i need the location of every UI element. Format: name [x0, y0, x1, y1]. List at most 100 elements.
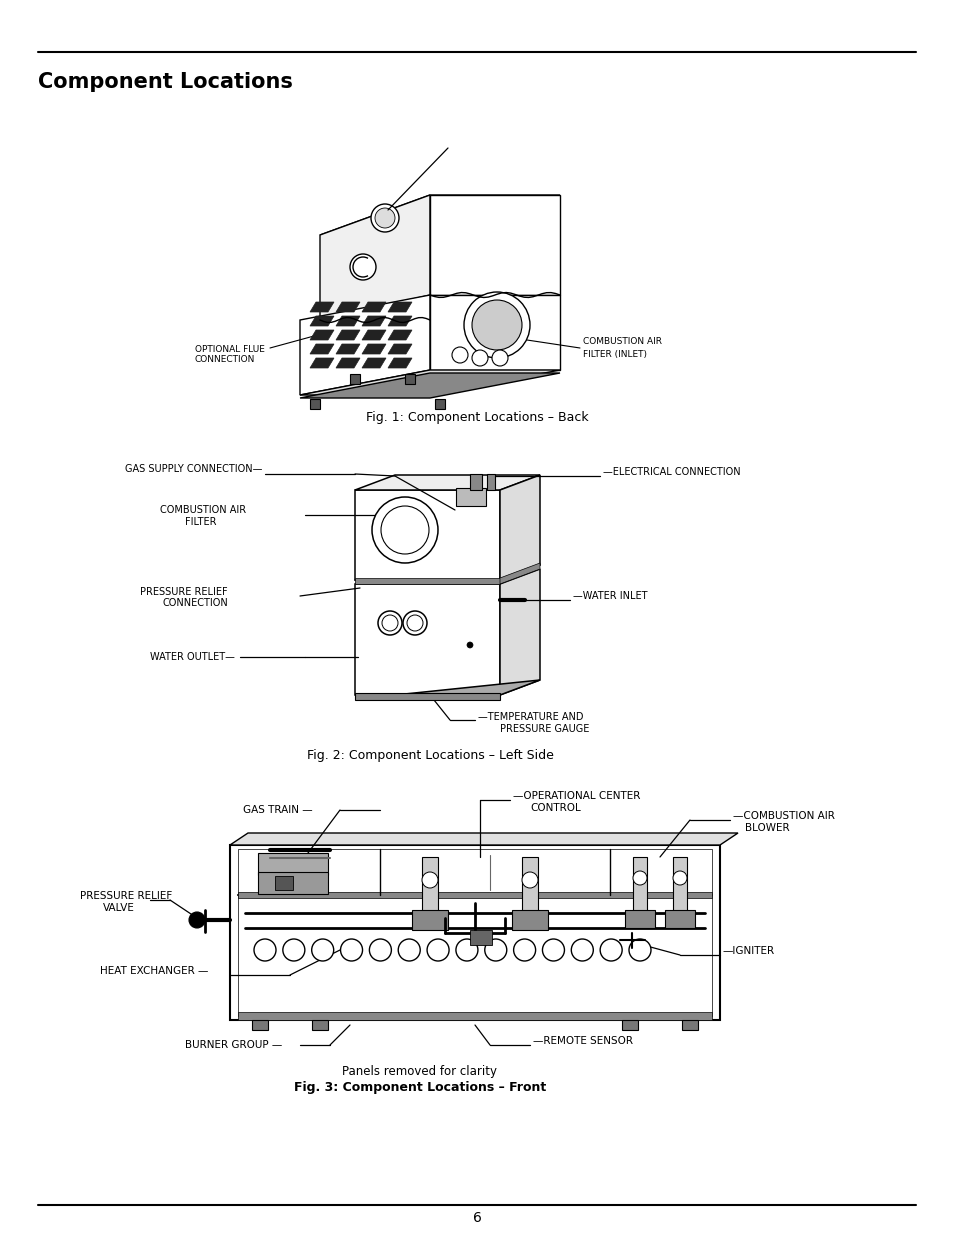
Circle shape — [521, 872, 537, 888]
Bar — [310, 399, 319, 409]
Polygon shape — [299, 295, 430, 395]
Bar — [257, 853, 328, 876]
Polygon shape — [388, 345, 412, 354]
Polygon shape — [355, 584, 499, 695]
Bar — [681, 1020, 698, 1030]
Polygon shape — [310, 330, 334, 340]
Text: PRESSURE RELIEF: PRESSURE RELIEF — [140, 587, 228, 597]
Circle shape — [599, 939, 621, 961]
Bar — [435, 399, 444, 409]
Circle shape — [381, 615, 397, 631]
Bar — [355, 693, 499, 700]
Text: VALVE: VALVE — [103, 903, 134, 913]
Bar — [672, 857, 686, 911]
Circle shape — [312, 939, 334, 961]
Bar — [621, 1020, 638, 1030]
Text: COMBUSTION AIR: COMBUSTION AIR — [582, 337, 661, 347]
Circle shape — [350, 254, 375, 280]
Bar — [257, 872, 328, 894]
Circle shape — [452, 347, 468, 363]
Circle shape — [189, 911, 205, 927]
Polygon shape — [335, 303, 359, 312]
Circle shape — [380, 506, 429, 555]
Circle shape — [407, 615, 422, 631]
Polygon shape — [430, 295, 559, 370]
Text: GAS TRAIN —: GAS TRAIN — — [243, 805, 313, 815]
Bar — [252, 1020, 268, 1030]
Text: GAS SUPPLY CONNECTION—: GAS SUPPLY CONNECTION— — [125, 464, 262, 474]
Text: FILTER (INLET): FILTER (INLET) — [582, 350, 646, 358]
Circle shape — [492, 350, 507, 366]
Circle shape — [253, 939, 275, 961]
Text: Component Locations: Component Locations — [38, 72, 293, 91]
Polygon shape — [310, 345, 334, 354]
Bar — [633, 857, 646, 911]
Circle shape — [397, 939, 419, 961]
Text: Fig. 1: Component Locations – Back: Fig. 1: Component Locations – Back — [365, 411, 588, 425]
Polygon shape — [335, 316, 359, 326]
Polygon shape — [361, 358, 386, 368]
Text: BURNER GROUP —: BURNER GROUP — — [185, 1040, 282, 1050]
Bar — [664, 910, 695, 927]
Polygon shape — [361, 316, 386, 326]
Polygon shape — [388, 358, 412, 368]
Bar — [350, 374, 359, 384]
Text: Panels removed for clarity: Panels removed for clarity — [342, 1066, 497, 1078]
Bar — [470, 474, 481, 490]
Text: Fig. 3: Component Locations – Front: Fig. 3: Component Locations – Front — [294, 1081, 545, 1093]
Text: OPTIONAL FLUE: OPTIONAL FLUE — [194, 345, 265, 353]
Polygon shape — [319, 195, 430, 320]
Circle shape — [513, 939, 535, 961]
Text: —TEMPERATURE AND: —TEMPERATURE AND — [477, 713, 583, 722]
Polygon shape — [319, 195, 559, 235]
Polygon shape — [310, 303, 334, 312]
Circle shape — [421, 872, 437, 888]
Polygon shape — [355, 680, 539, 695]
Text: —OPERATIONAL CENTER: —OPERATIONAL CENTER — [513, 790, 639, 802]
Circle shape — [340, 939, 362, 961]
Text: 6: 6 — [472, 1212, 481, 1225]
Text: —ELECTRICAL CONNECTION: —ELECTRICAL CONNECTION — [602, 467, 740, 477]
Polygon shape — [310, 316, 334, 326]
Bar — [355, 578, 499, 584]
Polygon shape — [335, 358, 359, 368]
Circle shape — [372, 496, 437, 563]
Text: COMBUSTION AIR: COMBUSTION AIR — [160, 505, 246, 515]
Text: PRESSURE GAUGE: PRESSURE GAUGE — [499, 724, 589, 734]
Text: WATER OUTLET—: WATER OUTLET— — [150, 652, 234, 662]
Text: —IGNITER: —IGNITER — [722, 946, 774, 956]
Polygon shape — [335, 330, 359, 340]
Circle shape — [377, 611, 401, 635]
Circle shape — [628, 939, 650, 961]
Bar — [305, 860, 314, 890]
Polygon shape — [361, 330, 386, 340]
Circle shape — [456, 939, 477, 961]
Bar — [456, 488, 485, 506]
Bar — [312, 1020, 328, 1030]
Text: CONTROL: CONTROL — [530, 803, 580, 813]
Bar — [512, 910, 547, 930]
Circle shape — [371, 204, 398, 232]
Circle shape — [427, 939, 449, 961]
Polygon shape — [230, 832, 738, 845]
Bar — [624, 910, 655, 927]
Polygon shape — [335, 345, 359, 354]
Text: —WATER INLET: —WATER INLET — [573, 592, 647, 601]
Text: PRESSURE RELIEF: PRESSURE RELIEF — [80, 890, 172, 902]
Polygon shape — [355, 490, 499, 580]
Text: HEAT EXCHANGER —: HEAT EXCHANGER — — [100, 966, 208, 976]
Bar — [470, 930, 492, 945]
Circle shape — [672, 871, 686, 885]
Polygon shape — [388, 303, 412, 312]
Circle shape — [571, 939, 593, 961]
Text: CONNECTION: CONNECTION — [163, 598, 229, 608]
Polygon shape — [430, 195, 559, 295]
Bar — [274, 876, 293, 890]
Text: CONNECTION: CONNECTION — [194, 356, 255, 364]
Text: Fig. 2: Component Locations – Left Side: Fig. 2: Component Locations – Left Side — [306, 750, 553, 762]
Circle shape — [282, 939, 305, 961]
Polygon shape — [499, 475, 539, 580]
Polygon shape — [361, 345, 386, 354]
Polygon shape — [499, 569, 539, 695]
Polygon shape — [299, 370, 559, 395]
